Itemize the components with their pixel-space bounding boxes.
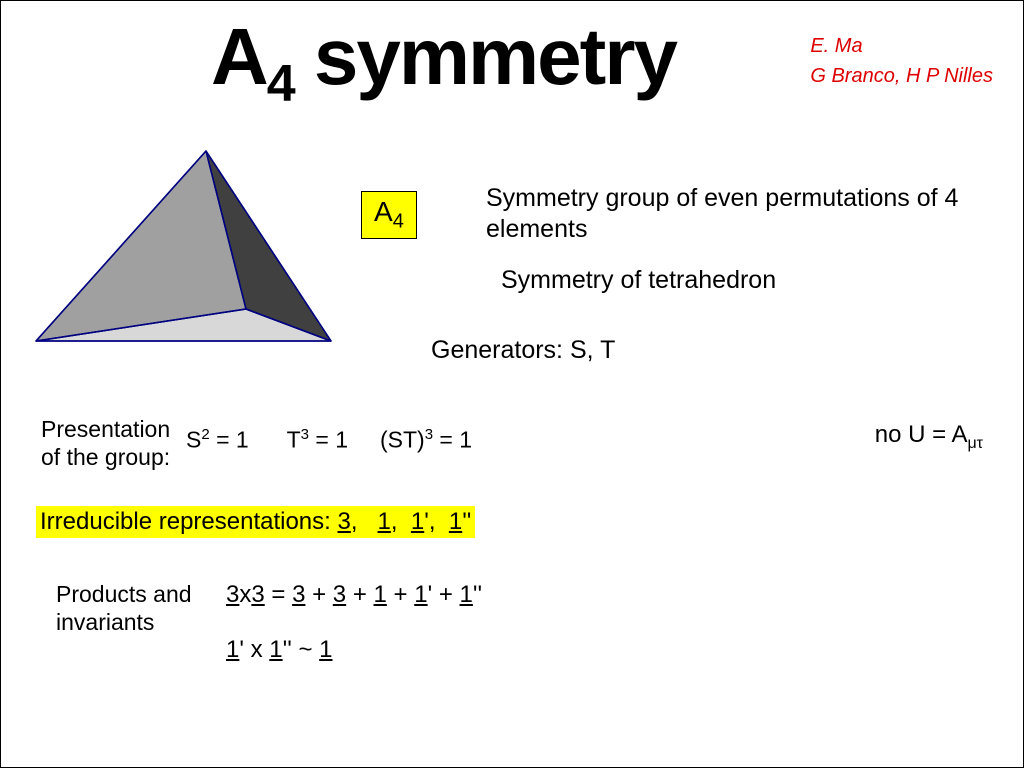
title-prefix: A — [211, 12, 267, 101]
author-block: E. Ma G Branco, H P Nilles — [810, 31, 993, 91]
a4-main: A — [374, 196, 393, 227]
slide-title: A4 symmetry — [211, 11, 676, 114]
author-line-1: E. Ma — [810, 31, 993, 61]
title-suffix: symmetry — [294, 12, 676, 101]
presentation-relations: S2 = 1 T3 = 1 (ST)3 = 1 — [186, 426, 472, 454]
no-u-equation: no U = Aμτ — [875, 421, 983, 453]
definition-permutations: Symmetry group of even permutations of 4… — [486, 183, 1023, 246]
presentation-label: Presentationof the group: — [41, 416, 170, 471]
irred-label: Irreducible representations: — [40, 508, 338, 535]
author-line-2: G Branco, H P Nilles — [810, 61, 993, 91]
nou-sub: μτ — [967, 435, 983, 452]
irreducible-reps: Irreducible representations: 3, 1, 1', 1… — [36, 506, 475, 538]
a4-label-box: A4 — [361, 191, 417, 239]
definition-tetrahedron: Symmetry of tetrahedron — [501, 266, 776, 295]
tetrahedron-diagram — [31, 146, 336, 356]
product-line-2: 1' x 1'' ~ 1 — [226, 636, 333, 664]
a4-sub: 4 — [393, 211, 404, 233]
title-subscript: 4 — [267, 55, 294, 113]
generators-text: Generators: S, T — [431, 336, 615, 365]
product-line-1: 3x3 = 3 + 3 + 1 + 1' + 1'' — [226, 581, 482, 609]
nou-prefix: no U = A — [875, 421, 968, 448]
products-label: Products andinvariants — [56, 581, 192, 636]
